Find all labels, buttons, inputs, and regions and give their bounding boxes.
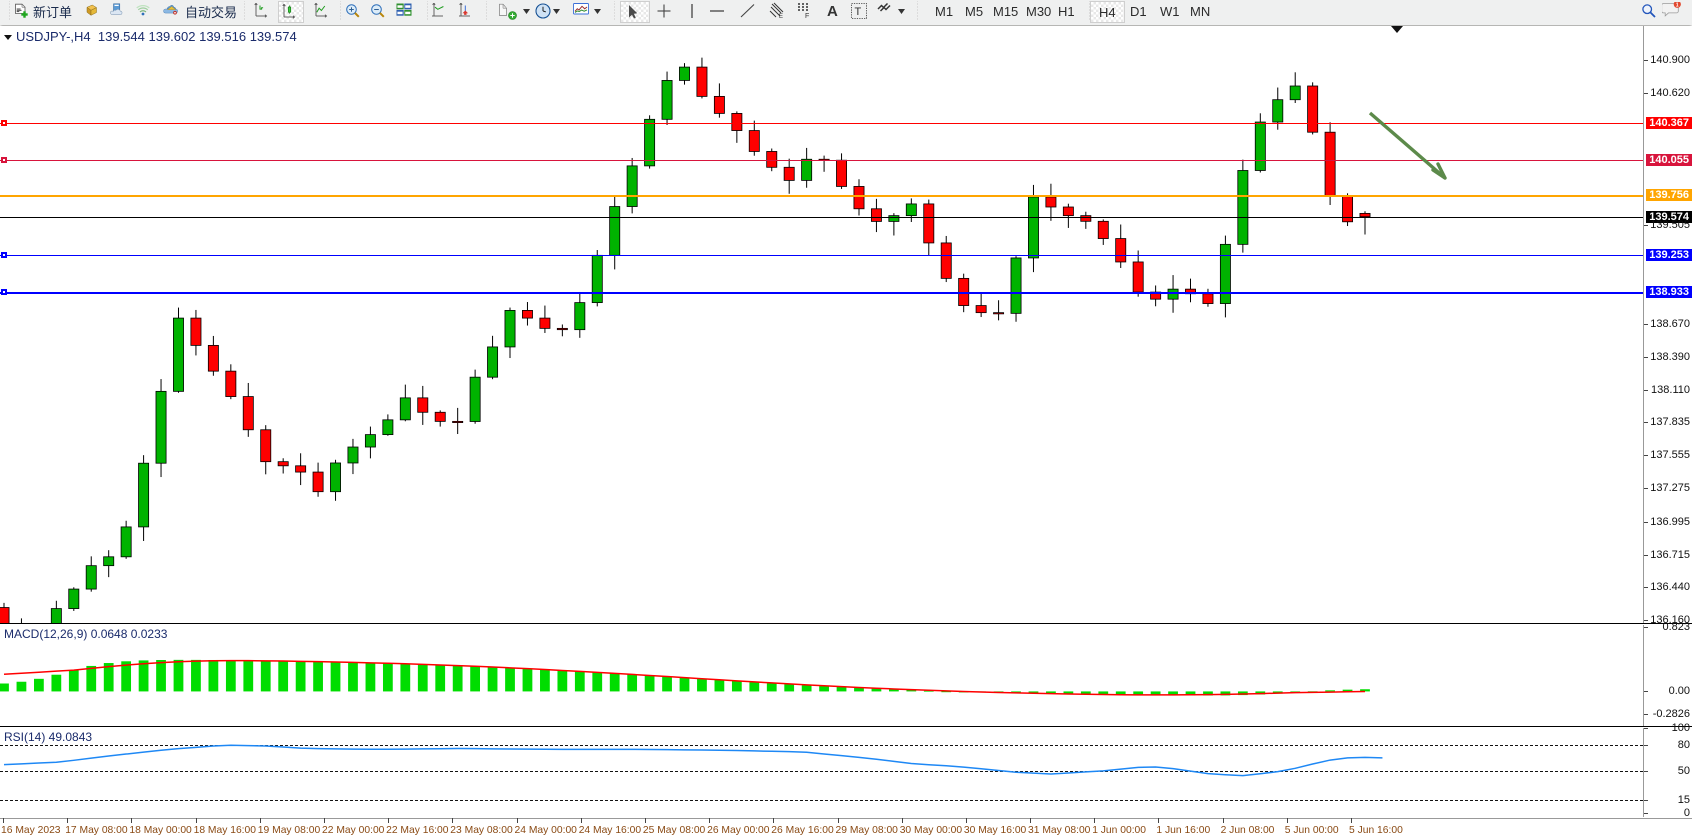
svg-text:1: 1	[1676, 2, 1679, 8]
svg-text:F: F	[805, 13, 809, 19]
svg-text:T: T	[855, 6, 862, 18]
svg-text:E: E	[779, 14, 783, 20]
